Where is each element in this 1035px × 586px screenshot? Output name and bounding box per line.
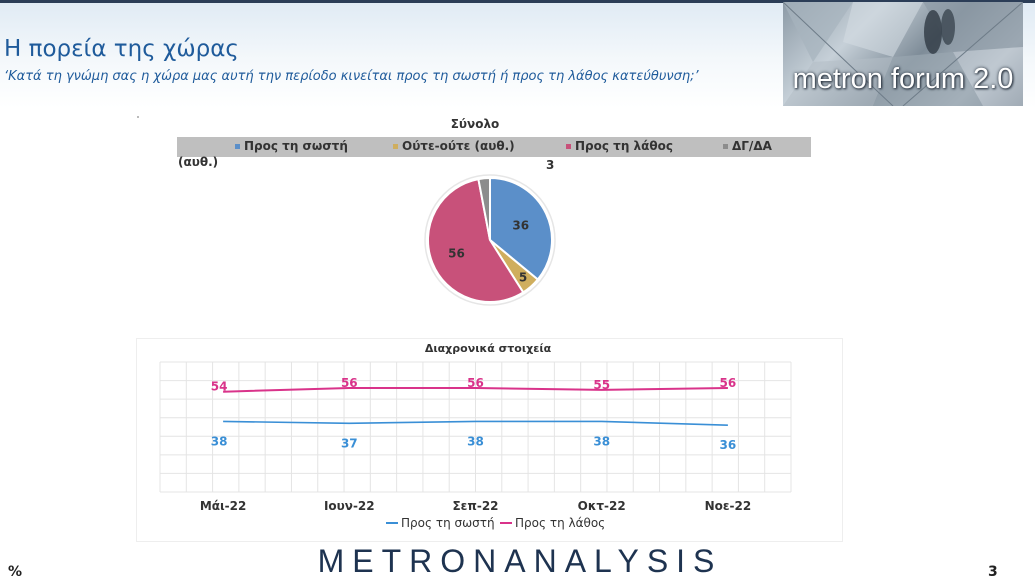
pie-chart: 36 5 56 bbox=[424, 174, 556, 306]
pie-outline bbox=[424, 174, 556, 306]
pie-data-label-dk: 3 bbox=[546, 158, 555, 172]
line-legend-label: Προς τη λάθος bbox=[515, 516, 605, 530]
line-data-label: 56 bbox=[720, 376, 737, 390]
legend-wrap-text: (αυθ.) bbox=[178, 155, 219, 169]
series-line-wrong bbox=[223, 387, 728, 393]
pie-slice-dk bbox=[477, 176, 491, 241]
line-data-label: 54 bbox=[211, 380, 228, 394]
metron-analysis-brand: METRONANALYSIS bbox=[317, 543, 723, 579]
x-tick-label: Σεπ-22 bbox=[452, 499, 498, 513]
pie-legend: Προς τη σωστή Ούτε-ούτε (αυθ.) Προς τη λ… bbox=[177, 137, 811, 157]
percent-sign: % bbox=[8, 564, 23, 580]
pie-data-label-neither: 5 bbox=[519, 271, 527, 285]
page-subtitle: ‘Κατά τη γνώμη σας η χώρα μας αυτή την π… bbox=[4, 69, 699, 84]
line-chart-title: Διαχρονικά στοιχεία bbox=[425, 342, 552, 355]
series-line-right bbox=[223, 420, 728, 426]
line-data-label: 55 bbox=[593, 378, 610, 392]
legend-swatch-icon bbox=[393, 144, 398, 149]
legend-swatch-icon bbox=[566, 144, 571, 149]
metron-forum-logo: metron forum 2.0 bbox=[783, 2, 1023, 106]
line-data-label: 56 bbox=[341, 376, 358, 390]
line-data-label: 36 bbox=[720, 438, 737, 452]
line-data-label: 56 bbox=[467, 376, 484, 390]
x-tick-label: Οκτ-22 bbox=[578, 499, 626, 513]
line-chart-panel bbox=[136, 338, 843, 542]
decorative-dot bbox=[137, 116, 139, 118]
line-legend-label: Προς τη σωστή bbox=[401, 516, 495, 530]
legend-label: Προς τη λάθος bbox=[575, 139, 673, 153]
line-data-label: 38 bbox=[467, 434, 484, 448]
legend-item-right: Προς τη σωστή bbox=[235, 139, 348, 153]
page-title: Η πορεία της χώρας bbox=[4, 36, 239, 62]
pie-data-label-right: 36 bbox=[512, 219, 529, 233]
legend-label: Ούτε-ούτε (αυθ.) bbox=[402, 139, 515, 153]
legend-swatch-icon bbox=[723, 144, 728, 149]
pie-slice-wrong bbox=[427, 177, 525, 303]
legend-label: ΔΓ/ΔΑ bbox=[732, 139, 772, 153]
legend-item-neither: Ούτε-ούτε (αυθ.) bbox=[393, 139, 515, 153]
x-tick-label: Νοε-22 bbox=[705, 499, 752, 513]
line-data-label: 38 bbox=[211, 434, 228, 448]
logo-pattern-icon bbox=[783, 2, 1023, 106]
line-chart: Διαχρονικά στοιχεία 38 37 38 38 36 54 56 56 55 56… bbox=[159, 342, 792, 530]
page-number: 3 bbox=[988, 564, 998, 580]
x-tick-label: Ιουν-22 bbox=[324, 499, 375, 513]
pie-chart-title: Σύνολο bbox=[450, 117, 500, 131]
pie-slice-right bbox=[489, 176, 553, 281]
pie-data-label-wrong: 56 bbox=[448, 246, 465, 260]
logo-text: metron forum 2.0 bbox=[792, 63, 1014, 95]
line-data-label: 38 bbox=[593, 434, 610, 448]
legend-swatch-icon bbox=[235, 144, 240, 149]
line-data-label: 37 bbox=[341, 436, 358, 450]
legend-label: Προς τη σωστή bbox=[244, 139, 348, 153]
legend-item-dk: ΔΓ/ΔΑ bbox=[723, 139, 772, 153]
x-tick-label: Μάι-22 bbox=[200, 499, 247, 513]
legend-item-wrong: Προς τη λάθος bbox=[566, 139, 673, 153]
header-topline bbox=[0, 0, 1035, 3]
